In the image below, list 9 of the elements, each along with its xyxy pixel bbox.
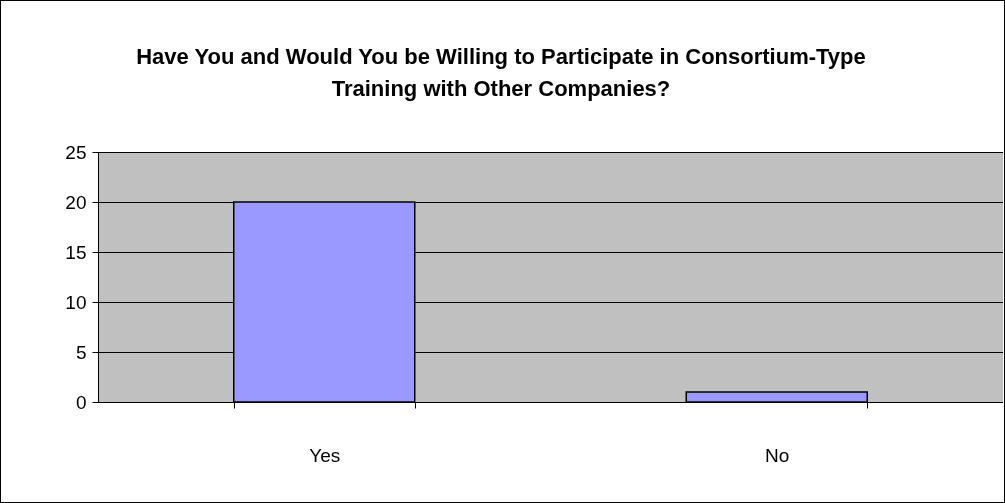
y-tick-label: 15	[65, 241, 87, 263]
x-tick-label: Yes	[309, 444, 341, 466]
x-tick-label: No	[765, 444, 790, 466]
y-tick-label: 10	[65, 291, 87, 313]
y-tick-label: 25	[65, 141, 87, 163]
y-tick-label: 20	[65, 191, 87, 213]
chart-title: Have You and Would You be Willing to Participate in Consortium-Type Training with Other Companies?	[135, 43, 867, 103]
y-tick-label: 5	[75, 341, 87, 363]
y-tick-label: 0	[75, 391, 87, 413]
